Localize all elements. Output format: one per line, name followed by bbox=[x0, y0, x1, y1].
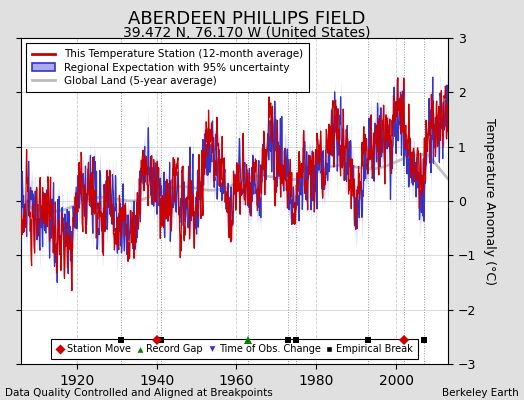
Y-axis label: Temperature Anomaly (°C): Temperature Anomaly (°C) bbox=[483, 118, 496, 284]
Text: ABERDEEN PHILLIPS FIELD: ABERDEEN PHILLIPS FIELD bbox=[127, 10, 365, 28]
Text: 39.472 N, 76.170 W (United States): 39.472 N, 76.170 W (United States) bbox=[123, 26, 370, 40]
Legend: Station Move, Record Gap, Time of Obs. Change, Empirical Break: Station Move, Record Gap, Time of Obs. C… bbox=[51, 340, 418, 359]
Text: Berkeley Earth: Berkeley Earth bbox=[442, 388, 519, 398]
Text: Data Quality Controlled and Aligned at Breakpoints: Data Quality Controlled and Aligned at B… bbox=[5, 388, 273, 398]
